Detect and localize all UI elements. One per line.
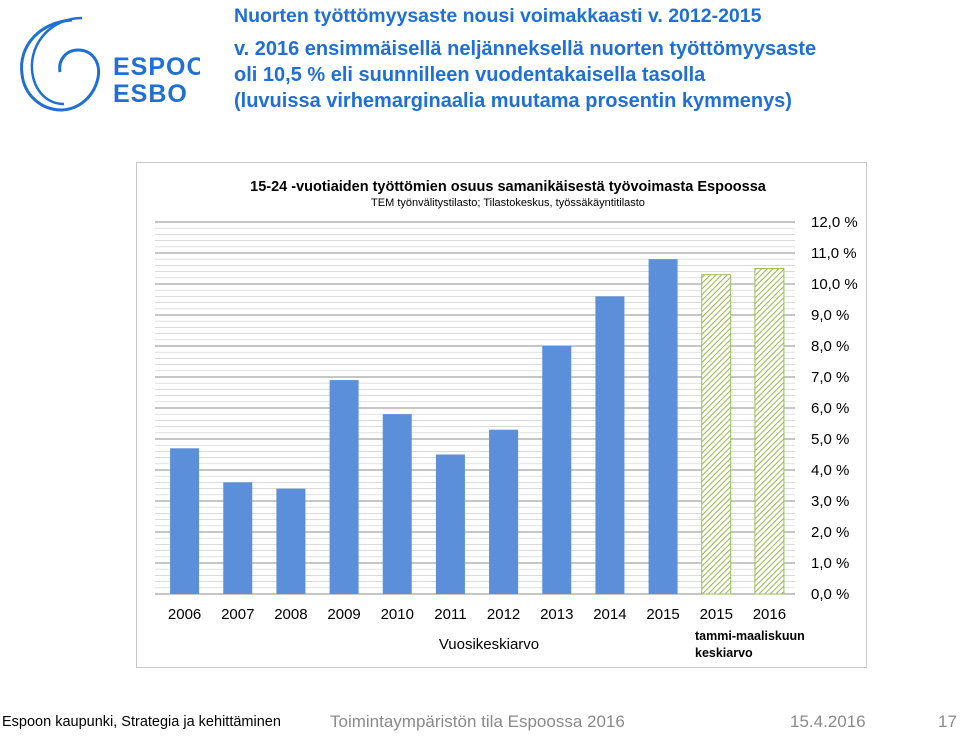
slide-subtitle-line-2: oli 10,5 % eli suunnilleen vuodentakaise… (234, 64, 706, 86)
footer-page-number: 17 (938, 712, 957, 731)
y-tick-label: 3,0 % (811, 493, 849, 510)
y-tick-label: 5,0 % (811, 431, 849, 448)
y-tick-label: 6,0 % (811, 400, 849, 417)
y-tick-label: 0,0 % (811, 586, 849, 603)
x-tick-label: 2009 (327, 606, 360, 623)
bar (276, 488, 306, 594)
footer-presentation-title: Toimintaympäristön tila Espoossa 2016 (330, 712, 625, 731)
bar (595, 296, 625, 594)
chart-panel: 15-24 -vuotiaiden työttömien osuus saman… (136, 162, 867, 668)
bar (648, 259, 678, 594)
slide-subtitle-line-1: v. 2016 ensimmäisellä neljänneksellä nuo… (234, 38, 817, 60)
bar (382, 414, 412, 594)
y-tick-label: 4,0 % (811, 462, 849, 479)
bar-hatched (754, 268, 785, 595)
bar (489, 429, 519, 594)
x-tick-label: 2015 (700, 606, 733, 623)
group-label-annual: Vuosikeskiarvo (439, 636, 539, 653)
bar (542, 346, 572, 594)
y-tick-label: 12,0 % (811, 214, 858, 231)
footer-date: 15.4.2016 (790, 712, 866, 731)
bar-hatched (701, 274, 732, 595)
footer-organization: Espoon kaupunki, Strategia ja kehittämin… (2, 714, 281, 730)
y-tick-label: 10,0 % (811, 276, 858, 293)
y-tick-label: 2,0 % (811, 524, 849, 541)
x-tick-label: 2010 (381, 606, 414, 623)
espoo-esbo-logo: ESPOO ESBO (20, 16, 200, 112)
bar (329, 380, 359, 594)
y-tick-label: 11,0 % (811, 245, 857, 262)
group-label-quarterly-line-1: tammi-maaliskuun (695, 629, 805, 643)
group-label-quarterly: tammi-maaliskuun keskiarvo (695, 629, 808, 660)
slide-title: Nuorten työttömyysaste nousi voimakkaast… (234, 5, 762, 27)
x-tick-label: 2014 (593, 606, 626, 623)
bar (223, 482, 253, 594)
x-tick-label: 2011 (434, 606, 466, 623)
y-tick-label: 9,0 % (811, 307, 849, 324)
slide-headline: Nuorten työttömyysaste nousi voimakkaast… (234, 4, 954, 114)
x-tick-label: 2012 (487, 606, 520, 623)
y-tick-label: 8,0 % (811, 338, 849, 355)
bar-chart: 15-24 -vuotiaiden työttömien osuus saman… (155, 179, 858, 660)
chart-title: 15-24 -vuotiaiden työttömien osuus saman… (250, 179, 767, 195)
chart-subtitle: TEM työnvälitystilasto; Tilastokeskus, t… (371, 197, 645, 209)
x-tick-label: 2007 (221, 606, 254, 623)
x-tick-label: 2013 (540, 606, 573, 623)
logo-swirl (20, 18, 101, 112)
logo-esbo: ESBO (113, 80, 188, 108)
logo-espoo: ESPOO (113, 53, 200, 81)
bar (435, 454, 465, 594)
slide-subtitle-line-3: (luvuissa virhemarginaalia muutama prose… (234, 90, 792, 112)
x-tick-label: 2006 (168, 606, 201, 623)
x-tick-label: 2008 (274, 606, 307, 623)
x-tick-label: 2015 (646, 606, 679, 623)
y-tick-label: 1,0 % (811, 555, 849, 572)
bar (170, 448, 200, 594)
y-tick-label: 7,0 % (811, 369, 849, 386)
group-label-quarterly-line-2: keskiarvo (695, 646, 753, 660)
x-tick-label: 2016 (753, 606, 786, 623)
